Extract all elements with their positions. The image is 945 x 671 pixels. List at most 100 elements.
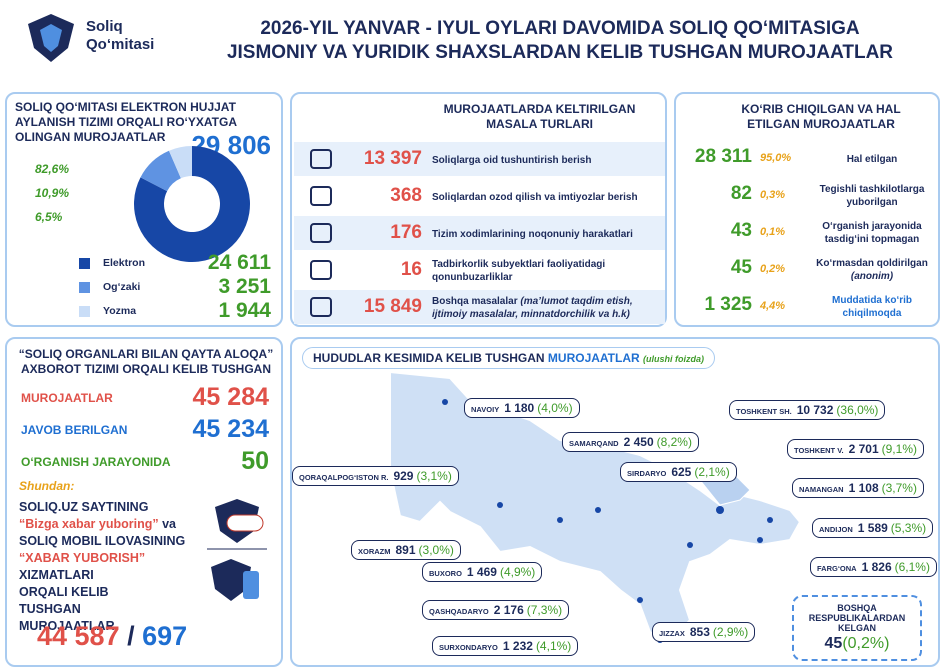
text-wrap: Tizim xodimlarining noqonuniy harakatlar…: [432, 228, 633, 241]
resolved-value: 28 311: [694, 146, 752, 167]
separator: /: [127, 621, 135, 651]
feedback-name: JAVOB BERILGAN: [21, 423, 128, 437]
text: HUDUDLAR KESIMIDA KELIB TUSHGAN: [313, 351, 545, 365]
region-share: (4,9%): [499, 565, 536, 579]
region-name: JIZZAX: [659, 629, 685, 638]
issue-text: Boshqa masalalar (ma’lumot taqdim etish,…: [432, 294, 662, 322]
text: SOLIQ.UZ SAYTINING: [19, 500, 149, 514]
text-wrap: Boshqa masalalar (ma’lumot taqdim etish,…: [432, 295, 662, 321]
region-label: SURXONDARYO 1 232 (4,1%): [432, 636, 579, 656]
issue-value: 15 849: [363, 296, 422, 317]
row-name: Elektron: [103, 257, 146, 269]
donut-segment: [140, 150, 181, 192]
row-value: 1 944: [218, 299, 271, 322]
panel-title: KO‘RIB CHIQILGAN VA HAL ETILGAN MUROJAAT…: [741, 102, 901, 131]
logo: [28, 14, 74, 62]
description: SOLIQ.UZ SAYTINING “Bizga xabar yuboring…: [19, 499, 209, 635]
region-label: SIRDARYO 625 (2,1%): [620, 462, 737, 482]
region-name: NAMANGAN: [799, 485, 844, 494]
region-label: ANDIJON 1 589 (5,3%): [812, 518, 934, 538]
region-name: XORAZM: [358, 547, 391, 556]
region-label: FARG‘ONA 1 826 (6,1%): [810, 557, 937, 577]
issue-row: 13 397 Soliqlarga oid tushuntirish berish: [294, 142, 665, 176]
legend-swatch: [79, 282, 90, 293]
donut: [133, 146, 250, 262]
total: 697: [142, 621, 188, 651]
resolved-share: 95,0%: [760, 152, 792, 164]
region-value: 625: [671, 465, 692, 479]
resolved-share: 4,4%: [760, 300, 786, 312]
region-name: ANDIJON: [819, 525, 853, 534]
region-value: 1 589: [857, 521, 888, 535]
text: Soliqlarga oid tushuntirish berish: [432, 154, 592, 166]
title: JISMONIY VA YURIDIK SHAXSLARDAN KELIB TU…: [226, 42, 894, 63]
region-share: (8,2%): [656, 435, 692, 449]
logo-text: Soliq: [86, 18, 123, 35]
issue-value: 16: [400, 259, 422, 280]
text: Muddatida ko‘rib chiqilmoqda: [832, 295, 912, 319]
region-name: TOSHKENT V.: [794, 446, 844, 455]
row-name: Og‘zaki: [103, 281, 141, 293]
region-share: (6,1%): [894, 560, 930, 574]
region-label: NAMANGAN 1 108 (3,7%): [792, 478, 924, 498]
text: “Bizga xabar yuboring”: [19, 517, 159, 531]
issue-row: 368 Soliqlardan ozod qilish va imtiyozlar…: [294, 179, 665, 213]
text: Soliqlardan ozod qilish va imtiyozlar be…: [432, 191, 638, 203]
text: Hal etilgan: [846, 153, 898, 165]
icon: [310, 223, 332, 243]
issues-panel: MUROJAATLARDA KELTIRILGAN MASALA TURLARI…: [290, 92, 667, 327]
issue-value: 13 397: [363, 148, 422, 169]
region-share: (3,0%): [418, 543, 454, 557]
issue-text: Tizim xodimlarining noqonuniy harakatlar…: [432, 220, 662, 248]
region-label: XORAZM 891 (3,0%): [351, 540, 461, 560]
issue-text: Soliqlardan ozod qilish va imtiyozlar be…: [432, 183, 662, 211]
region-name: BUXORO: [429, 569, 462, 578]
text: O‘rganish jarayonida tasdig‘ini topmagan: [822, 221, 922, 245]
text: SOLIQ MOBIL ILOVASINING: [19, 534, 186, 548]
resolved-text: Ko‘rmasdan qoldirilgan (anonim): [808, 253, 936, 287]
region-label: TOSHKENT SH. 10 732 (36,0%): [729, 400, 886, 420]
text: Boshqa masalalar: [432, 296, 518, 307]
share-label: 82,6%: [35, 162, 70, 176]
note: (anonim): [850, 271, 894, 282]
row-value: 24 611: [207, 251, 271, 274]
region-value: 2 701: [848, 442, 879, 456]
region-share: (4,1%): [535, 639, 572, 653]
icon: [310, 186, 332, 206]
region-value: 891: [395, 543, 416, 557]
feedback-value: 45 284: [192, 383, 269, 411]
panel-title: SOLIQ QO‘MITASI ELEKTRON HUJJAT AYLANISH…: [15, 100, 237, 144]
region-name: SIRDARYO: [627, 469, 667, 478]
text: Tadbirkorlik subyektlari faoliyatidagi q…: [432, 259, 606, 283]
row-value: 3 251: [218, 275, 271, 298]
donut-segment: [133, 146, 250, 262]
region-value: 1 826: [861, 560, 892, 574]
icon: [310, 149, 332, 169]
text: BOSHQA RESPUBLIKALARDAN KELGAN: [808, 603, 906, 633]
region-name: NAVOIY: [471, 405, 500, 414]
text: va: [162, 517, 176, 531]
region-value: 1 180: [504, 401, 535, 415]
region-label: QASHQADARYO 2 176 (7,3%): [422, 600, 570, 620]
region-name: QASHQADARYO: [429, 607, 489, 616]
resolved-text: Muddatida ko‘rib chiqilmoqda: [808, 290, 936, 324]
region-value: 10 732: [796, 403, 834, 417]
region-label: NAVOIY 1 180 (4,0%): [464, 398, 580, 418]
feedback-name: MUROJAATLAR: [21, 391, 113, 405]
region-name: QORAQALPOG‘ISTON R.: [299, 473, 389, 482]
icon: [310, 260, 332, 280]
resolved-text: Hal etilgan: [808, 142, 936, 176]
issue-row: 15 849 Boshqa masalalar (ma’lumot taqdim …: [294, 290, 665, 324]
share: (0,2%): [842, 635, 890, 652]
feedback-value: 45 234: [192, 415, 269, 443]
share-label: 6,5%: [35, 210, 63, 224]
resolved-value: 82: [730, 183, 752, 204]
region-value: 929: [393, 469, 414, 483]
resolved-share: 0,1%: [760, 226, 786, 238]
region-name: TOSHKENT SH.: [736, 407, 792, 416]
issue-text: Soliqlarga oid tushuntirish berish: [432, 146, 662, 174]
region-share: (9,1%): [881, 442, 917, 456]
regions-panel: HUDUDLAR KESIMIDA KELIB TUSHGAN MUROJAAT…: [290, 337, 940, 667]
logo-text: Qo‘mitasi: [86, 36, 155, 53]
